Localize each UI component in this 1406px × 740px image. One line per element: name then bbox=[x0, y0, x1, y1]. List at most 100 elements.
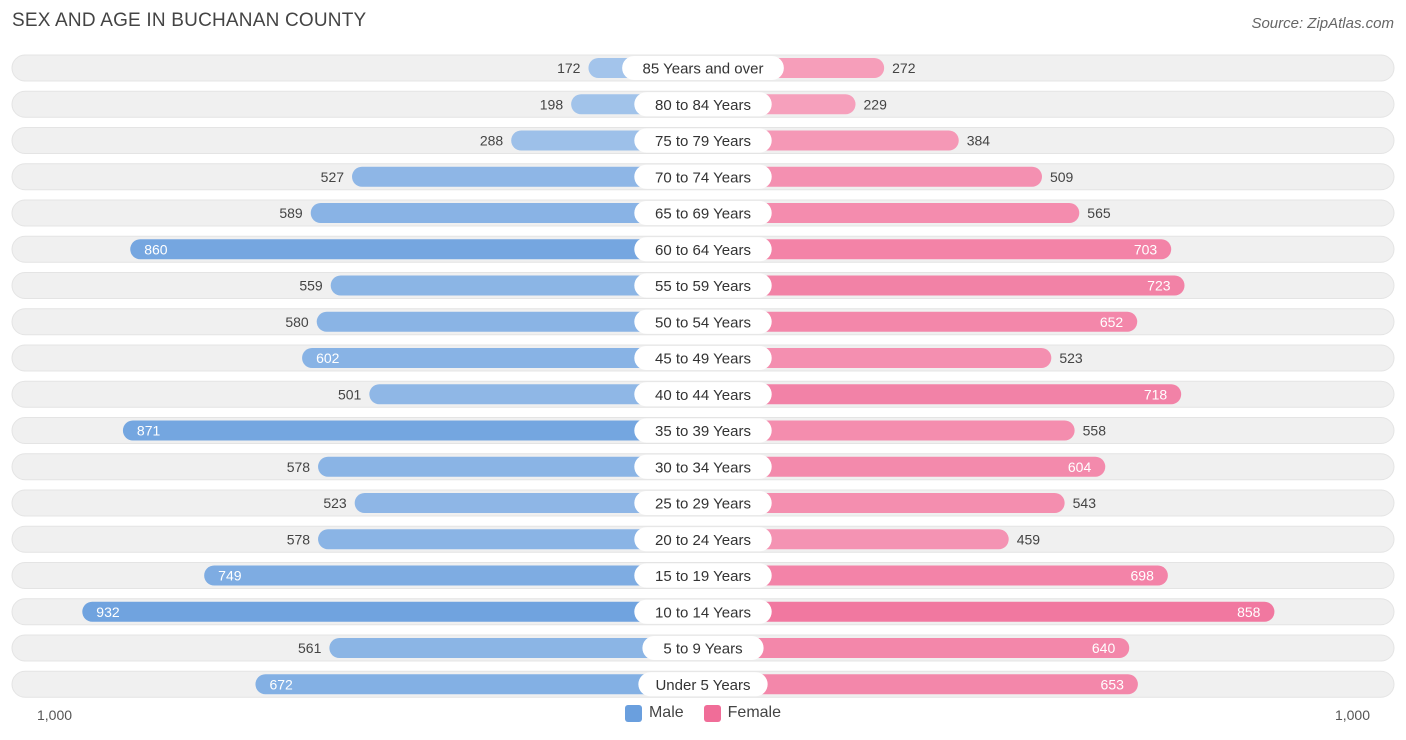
category-label-pill bbox=[638, 672, 768, 697]
bar-male bbox=[318, 456, 713, 477]
category-label: 80 to 84 Years bbox=[655, 97, 751, 114]
value-label-male: 578 bbox=[287, 531, 311, 547]
category-label: 65 to 69 Years bbox=[655, 206, 751, 223]
value-label-male: 602 bbox=[316, 350, 340, 366]
value-label-female: 459 bbox=[1017, 531, 1041, 547]
bar-female bbox=[693, 275, 1185, 296]
category-label: 5 to 9 Years bbox=[663, 641, 742, 658]
category-label: 60 to 64 Years bbox=[655, 242, 751, 259]
value-label-male: 172 bbox=[557, 60, 581, 76]
category-label-pill bbox=[634, 527, 772, 552]
value-label-female: 543 bbox=[1073, 495, 1097, 511]
value-label-female: 384 bbox=[967, 133, 991, 149]
value-label-female: 698 bbox=[1131, 568, 1155, 584]
bar-male bbox=[316, 311, 713, 332]
category-label: 55 to 59 Years bbox=[655, 278, 751, 295]
axis-right-label: 1,000 bbox=[1334, 707, 1370, 723]
value-label-male: 749 bbox=[218, 568, 242, 584]
category-label-pill bbox=[634, 491, 772, 515]
value-label-male: 288 bbox=[480, 133, 504, 149]
value-label-female: 640 bbox=[1092, 640, 1116, 656]
category-label-pill bbox=[634, 237, 772, 262]
source-label: Source: ZipAtlas.com bbox=[1251, 15, 1394, 32]
value-label-female: 565 bbox=[1087, 205, 1111, 221]
bar-male bbox=[130, 239, 714, 260]
value-label-male: 578 bbox=[287, 459, 311, 475]
category-label: 70 to 74 Years bbox=[655, 169, 751, 186]
value-label-female: 229 bbox=[864, 96, 888, 112]
value-label-male: 589 bbox=[279, 205, 303, 221]
value-label-male: 871 bbox=[137, 423, 161, 439]
bar-female bbox=[693, 674, 1138, 695]
legend-item-male[interactable]: Male bbox=[624, 704, 684, 722]
value-label-female: 653 bbox=[1101, 676, 1125, 692]
category-label-pill bbox=[634, 273, 772, 298]
bar-female bbox=[693, 529, 1009, 550]
value-label-male: 932 bbox=[96, 604, 120, 620]
value-label-male: 559 bbox=[299, 278, 323, 294]
value-label-male: 198 bbox=[540, 96, 564, 112]
category-label-pill bbox=[634, 346, 772, 370]
category-label: 10 to 14 Years bbox=[655, 604, 751, 621]
bar-male bbox=[204, 565, 713, 586]
value-label-female: 718 bbox=[1144, 386, 1168, 402]
value-label-female: 723 bbox=[1147, 278, 1171, 294]
legend-swatch-male bbox=[624, 704, 642, 722]
value-label-male: 523 bbox=[323, 495, 347, 511]
category-label-pill bbox=[634, 418, 772, 443]
bar-male bbox=[255, 674, 713, 695]
category-label-pill bbox=[634, 128, 772, 153]
bar-male bbox=[369, 384, 713, 405]
bar-female bbox=[693, 638, 1130, 658]
value-label-male: 561 bbox=[298, 640, 322, 656]
category-label-pill bbox=[634, 201, 772, 225]
bar-male bbox=[82, 601, 713, 622]
bar-female bbox=[693, 565, 1168, 586]
category-label: 40 to 44 Years bbox=[655, 387, 751, 404]
category-label-pill bbox=[634, 164, 772, 189]
category-label-pill bbox=[634, 599, 772, 624]
value-label-male: 501 bbox=[338, 386, 362, 402]
bar-female bbox=[693, 348, 1052, 368]
category-label: 25 to 29 Years bbox=[655, 496, 751, 513]
axis-left-label: 1,000 bbox=[37, 707, 73, 723]
value-label-male: 527 bbox=[321, 169, 345, 185]
legend-swatch-female bbox=[703, 704, 721, 722]
category-label: 75 to 79 Years bbox=[655, 133, 751, 150]
legend-label-female: Female bbox=[727, 704, 782, 721]
category-label: 85 Years and over bbox=[643, 61, 764, 78]
category-label-pill bbox=[634, 563, 772, 588]
value-label-female: 652 bbox=[1100, 314, 1124, 330]
category-label: 35 to 39 Years bbox=[655, 423, 751, 440]
value-label-female: 858 bbox=[1237, 604, 1261, 620]
value-label-male: 672 bbox=[269, 676, 293, 692]
bar-male bbox=[310, 203, 713, 223]
bar-female bbox=[693, 166, 1042, 187]
legend-item-female[interactable]: Female bbox=[703, 704, 782, 722]
bar-male bbox=[352, 166, 713, 187]
value-label-female: 509 bbox=[1050, 169, 1074, 185]
category-label-pill bbox=[634, 309, 772, 334]
category-label-pill bbox=[622, 56, 784, 80]
bar-male bbox=[330, 275, 713, 296]
bar-male bbox=[318, 529, 713, 550]
bar-female bbox=[693, 601, 1275, 622]
legend-label-male: Male bbox=[648, 704, 684, 721]
value-label-male: 580 bbox=[285, 314, 309, 330]
category-label: 45 to 49 Years bbox=[655, 351, 751, 368]
bar-male bbox=[329, 638, 713, 658]
value-label-female: 703 bbox=[1134, 241, 1158, 257]
bar-female bbox=[693, 203, 1080, 223]
bar-male bbox=[302, 348, 713, 368]
category-label: 20 to 24 Years bbox=[655, 532, 751, 549]
bar-male bbox=[122, 420, 713, 441]
value-label-female: 604 bbox=[1068, 459, 1092, 475]
bar-female bbox=[693, 384, 1182, 405]
bar-female bbox=[693, 456, 1106, 477]
value-label-female: 272 bbox=[892, 60, 916, 76]
value-label-female: 523 bbox=[1059, 350, 1083, 366]
category-label-pill bbox=[634, 92, 772, 117]
bar-female bbox=[693, 239, 1172, 260]
value-label-male: 860 bbox=[144, 241, 168, 257]
category-label: Under 5 Years bbox=[655, 677, 750, 694]
